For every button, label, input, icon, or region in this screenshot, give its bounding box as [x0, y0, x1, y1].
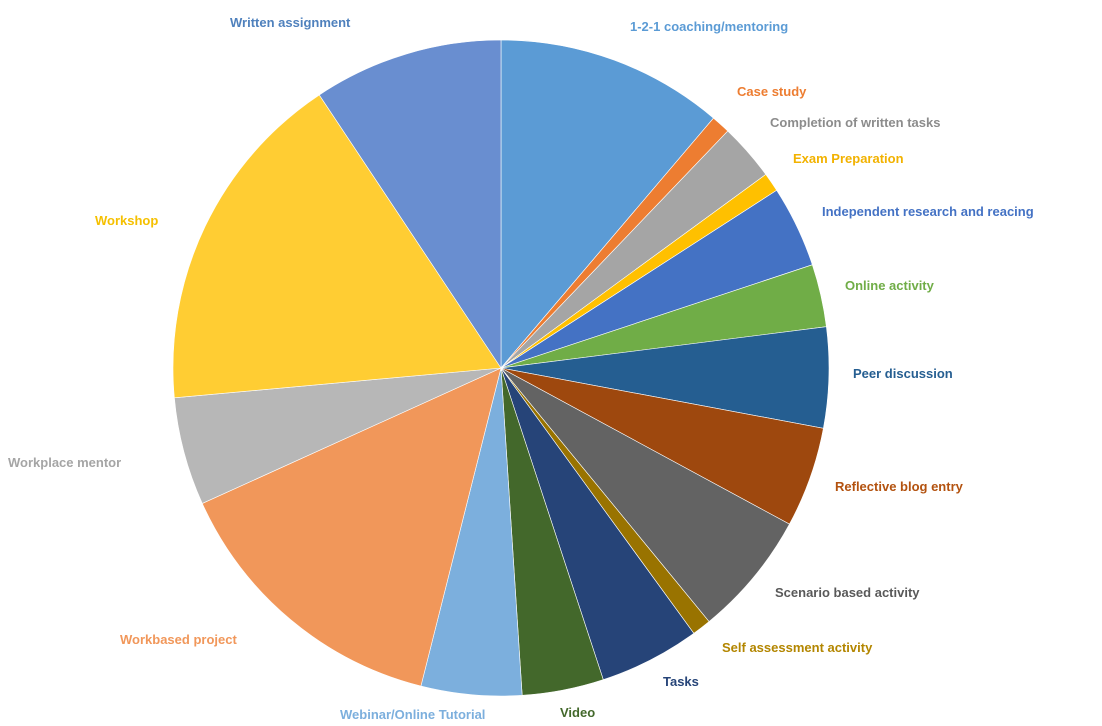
pie-slices: [172, 39, 830, 697]
slice-label: Tasks: [663, 674, 699, 689]
slice-label: Scenario based activity: [775, 585, 920, 600]
slice-label: Case study: [737, 84, 807, 99]
pie-slice-workbased-project: [201, 367, 502, 687]
slice-label: Workplace mentor: [8, 455, 121, 470]
slice-label: Exam Preparation: [793, 151, 904, 166]
slice-label: Completion of written tasks: [770, 115, 940, 130]
pie-slice-written-assignment: [318, 39, 502, 369]
slice-label: Independent research and reacing: [822, 204, 1034, 219]
pie-slice-workshop: [172, 94, 502, 399]
slice-label: Video: [560, 705, 595, 720]
slice-label: 1-2-1 coaching/mentoring: [630, 19, 788, 34]
slice-label: Online activity: [845, 278, 935, 293]
pie-slice-1-2-1-coaching-mentoring: [500, 39, 714, 369]
slice-label: Self assessment activity: [722, 640, 873, 655]
slice-label: Reflective blog entry: [835, 479, 964, 494]
pie-labels: 1-2-1 coaching/mentoring Case study Comple…: [8, 15, 1034, 722]
pie-slice-scenario-based-activity: [500, 367, 790, 623]
slice-label: Peer discussion: [853, 366, 953, 381]
slice-label: Workbased project: [120, 632, 237, 647]
slice-label: Written assignment: [230, 15, 351, 30]
slice-label: Webinar/Online Tutorial: [340, 707, 485, 722]
slice-label: Workshop: [95, 213, 158, 228]
